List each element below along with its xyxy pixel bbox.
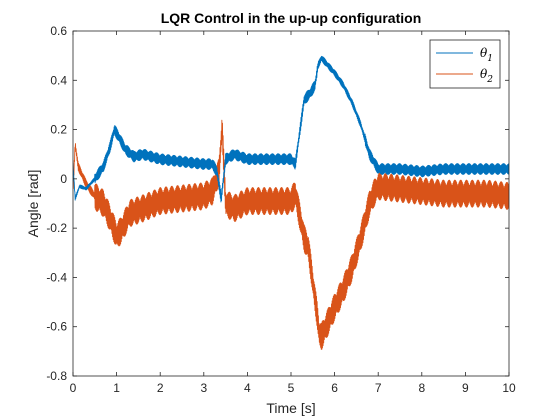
series-layer: [73, 55, 509, 350]
x-tick-label: 8: [418, 381, 425, 395]
y-tick-label: 0.2: [50, 123, 67, 137]
legend-label-theta-1: θ1: [480, 46, 493, 64]
y-tick-label: -0.4: [46, 270, 67, 284]
y-tick-label: -0.2: [46, 221, 67, 235]
chart-title: LQR Control in the up-up configuration: [161, 10, 422, 26]
legend-subscript-theta-2: 2: [486, 75, 493, 85]
legend-subscript-theta-1: 1: [487, 54, 493, 64]
y-tick-label: 0: [60, 172, 67, 186]
legend-label-theta-2: θ2: [480, 67, 493, 85]
y-axis: -0.8 -0.6 -0.4 -0.2 0 0.2 0.4 0.6: [46, 24, 509, 383]
x-tick-label: 7: [375, 381, 382, 395]
x-tick-label: 4: [244, 381, 251, 395]
x-tick-label: 9: [462, 381, 469, 395]
legend: θ1 θ2: [429, 39, 501, 89]
x-tick-label: 2: [157, 381, 164, 395]
y-tick-label: 0.6: [50, 24, 67, 38]
x-tick-label: 0: [70, 381, 77, 395]
x-axis-label: Time [s]: [266, 400, 315, 416]
x-tick-label: 1: [113, 381, 120, 395]
y-axis-label: Angle [rad]: [25, 170, 41, 238]
x-tick-label: 6: [331, 381, 338, 395]
y-tick-label: 0.4: [50, 73, 67, 87]
series-line-theta-1: [73, 55, 509, 203]
legend-box: [429, 39, 501, 89]
legend-symbol-theta-2: θ: [480, 67, 488, 81]
x-tick-label: 3: [200, 381, 207, 395]
series-line-theta-2: [73, 119, 509, 350]
legend-symbol-theta-1: θ: [480, 46, 488, 60]
y-tick-label: -0.8: [46, 369, 67, 383]
x-tick-label: 10: [502, 381, 516, 395]
x-tick-label: 5: [288, 381, 295, 395]
y-tick-label: -0.6: [46, 320, 67, 334]
x-axis: 0 1 2 3 4 5 6 7 8 9 10: [70, 31, 516, 395]
